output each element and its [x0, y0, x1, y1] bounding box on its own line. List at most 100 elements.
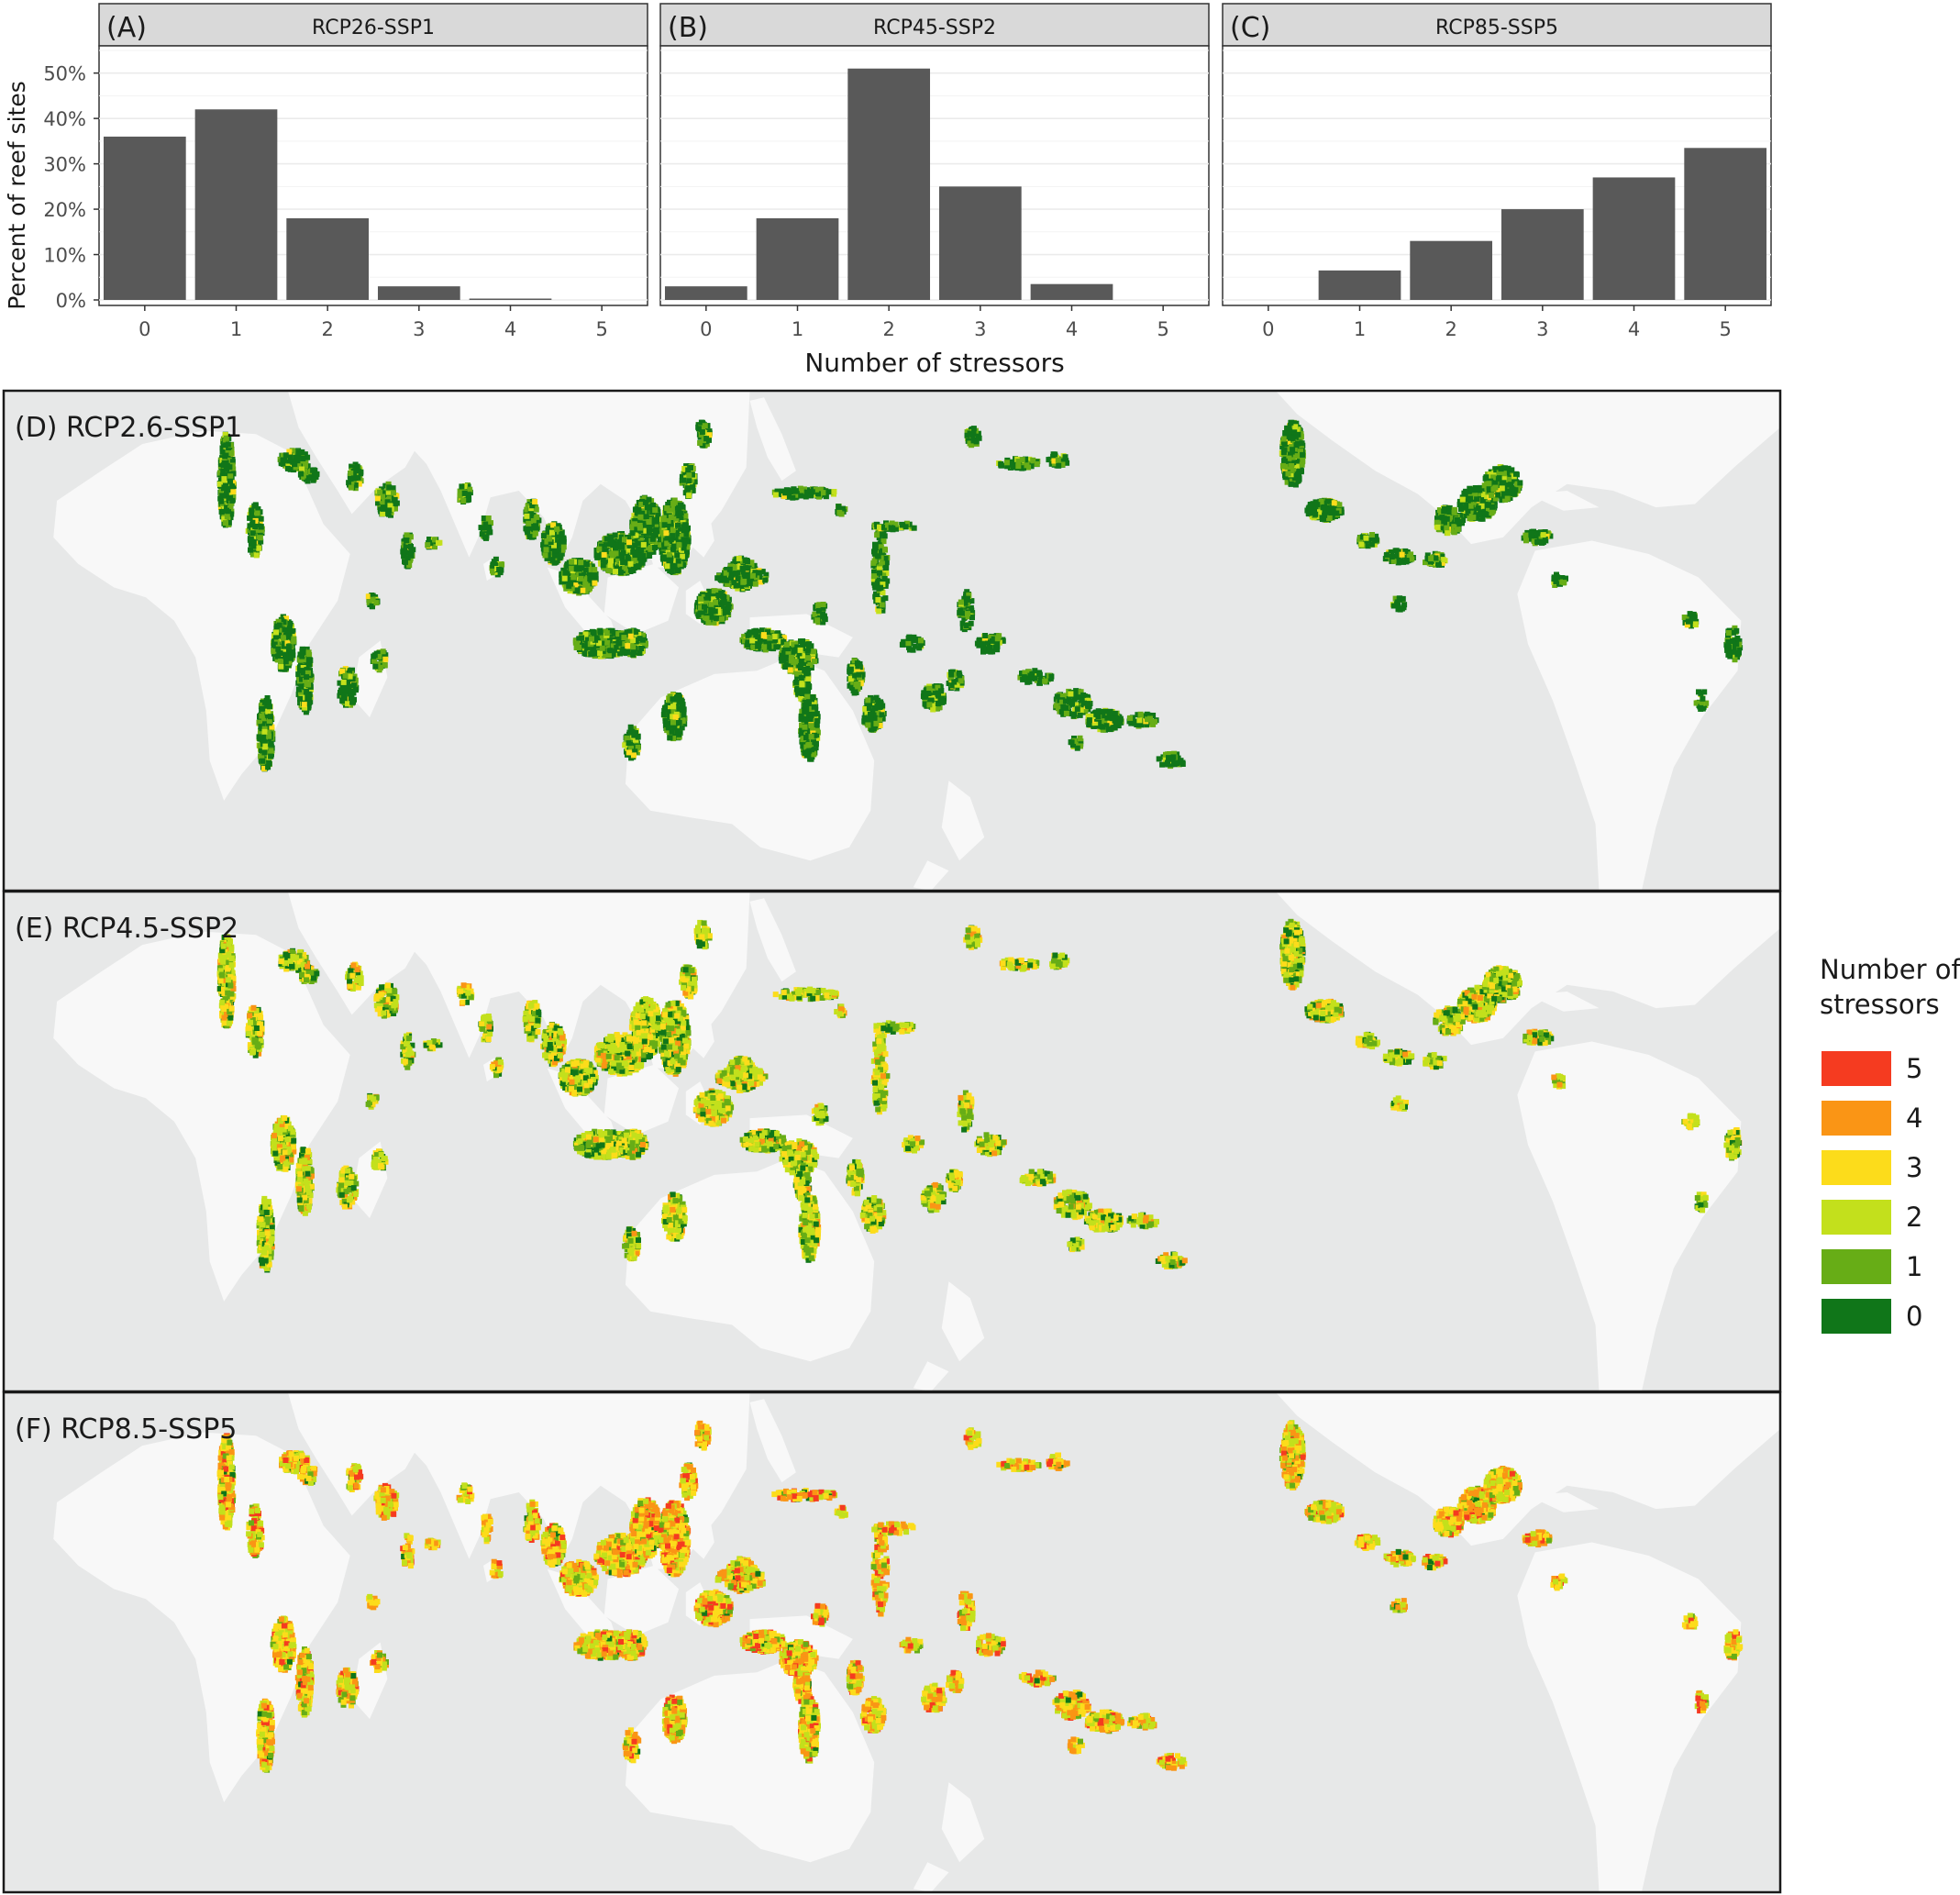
x-tick-label: 5: [1719, 318, 1731, 340]
reef-cell: [282, 654, 288, 659]
reef-cell: [371, 654, 376, 659]
panel-tag: (B): [668, 12, 708, 44]
reef-cell: [348, 471, 353, 476]
reef-cell: [351, 475, 357, 481]
bar: [1593, 177, 1676, 300]
y-tick-label: 50%: [43, 63, 86, 85]
reef-cell: [257, 734, 262, 739]
reef-cell: [275, 654, 281, 659]
reef-cell: [377, 490, 382, 495]
reef-cell: [222, 454, 227, 460]
x-tick-label: 4: [504, 318, 516, 340]
reef-cell: [221, 476, 227, 482]
reef-cell: [250, 530, 256, 536]
reef-cell: [496, 567, 502, 572]
reef-cell: [254, 552, 260, 558]
reef-cell: [286, 631, 292, 637]
panel-tag: (A): [106, 12, 147, 44]
reef-cell: [299, 683, 305, 689]
reef-cell: [300, 456, 305, 461]
reef-cell: [290, 652, 295, 658]
reef-cell: [306, 475, 312, 481]
reef-cell: [381, 506, 386, 512]
reef-cell: [307, 657, 313, 662]
reef-cell: [218, 499, 224, 504]
reef-cell: [460, 498, 466, 504]
x-tick-label: 2: [321, 318, 333, 340]
reef-cell: [259, 516, 264, 522]
reef-cell: [386, 511, 392, 516]
x-tick-label: 4: [1628, 318, 1640, 340]
reef-cell: [374, 600, 380, 605]
reef-cell: [351, 682, 357, 688]
bar: [1410, 241, 1492, 300]
reef-cell: [298, 471, 304, 477]
x-tick-label: 1: [1354, 318, 1366, 340]
reef-cell: [249, 507, 254, 513]
reef-cell: [278, 664, 283, 670]
reef-cell: [275, 647, 281, 652]
reef-cell: [268, 754, 273, 759]
reef-cell: [265, 709, 271, 715]
reef-cell: [225, 514, 230, 519]
x-tick-label: 0: [700, 318, 712, 340]
bar: [757, 218, 839, 300]
reef-cell: [482, 522, 488, 527]
reef-cell: [382, 657, 388, 662]
reef-cell: [291, 637, 296, 642]
reef-cell: [278, 659, 283, 664]
reef-cell: [252, 524, 258, 529]
reef-cell: [391, 490, 396, 495]
reef-cell: [262, 729, 268, 735]
x-tick-label: 3: [974, 318, 986, 340]
x-tick-label: 5: [1157, 318, 1168, 340]
reef-cell: [346, 480, 351, 485]
reef-cell: [287, 621, 293, 626]
x-tick-label: 4: [1066, 318, 1078, 340]
bar: [1684, 148, 1766, 300]
bar: [378, 286, 460, 300]
x-tick-label: 1: [230, 318, 242, 340]
reef-cell: [281, 635, 286, 640]
reef-cell: [273, 629, 279, 635]
reef-cell: [381, 648, 386, 654]
reef-cell: [260, 706, 265, 712]
bar: [939, 186, 1022, 300]
reef-cell: [295, 449, 301, 455]
reef-cell: [287, 626, 293, 631]
reef-cell: [299, 668, 305, 673]
reef-cell: [229, 483, 235, 489]
reef-cell: [221, 484, 227, 490]
reef-cell: [223, 520, 228, 526]
reef-cell: [227, 464, 232, 470]
reef-cell: [304, 674, 309, 680]
reef-cell: [219, 509, 225, 515]
map-panels: (D) RCP2.6-SSP1(E) RCP4.5-SSP2(F) RCP8.5…: [4, 391, 1780, 1892]
reef-cell: [462, 491, 468, 496]
reef-cell: [404, 537, 409, 543]
reef-cell: [343, 673, 349, 679]
reef-cell: [341, 680, 347, 685]
reef-cell: [499, 562, 504, 568]
bar: [1031, 284, 1113, 300]
reef-cell: [342, 692, 348, 697]
reef-cell: [310, 468, 316, 473]
x-tick-label: 2: [1445, 318, 1456, 340]
reef-cell: [486, 515, 492, 521]
reef-cell: [268, 748, 273, 753]
reef-cell: [297, 696, 303, 702]
reef-cell: [282, 458, 287, 463]
reef-cell: [247, 515, 252, 521]
reef-cell: [492, 559, 497, 564]
reef-cell: [306, 700, 312, 705]
bar: [1501, 209, 1584, 300]
reef-cell: [260, 759, 265, 764]
x-tick-label: 3: [1536, 318, 1548, 340]
y-tick-label: 40%: [43, 108, 86, 130]
bar: [195, 109, 278, 300]
y-tick-label: 10%: [43, 245, 86, 267]
reef-cell: [375, 495, 381, 501]
